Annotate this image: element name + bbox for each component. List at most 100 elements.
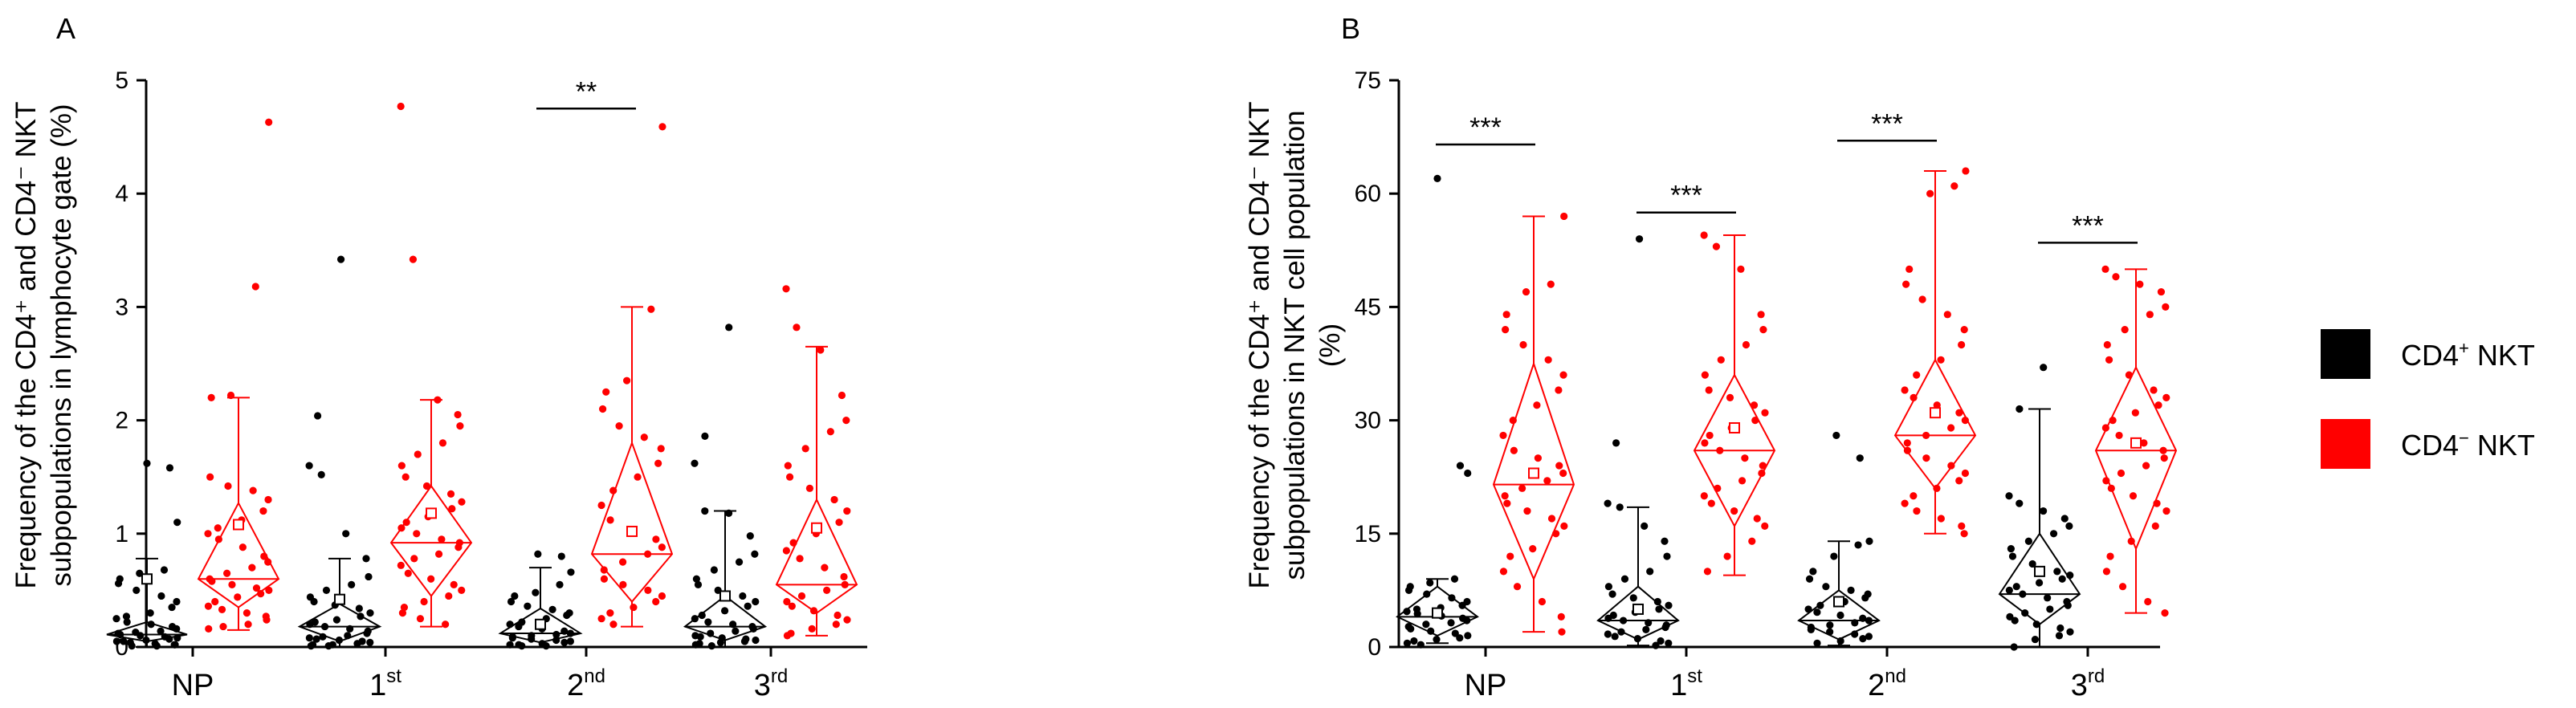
diamond-box (683, 595, 768, 641)
data-point (366, 609, 374, 617)
mean-marker (1528, 467, 1539, 479)
data-point (2162, 507, 2170, 515)
data-point (2005, 492, 2013, 500)
data-point (2028, 559, 2036, 568)
data-point (265, 118, 273, 126)
y-tick-label: 4 (115, 181, 128, 207)
data-point (1447, 619, 1455, 627)
data-point (416, 615, 425, 623)
data-point (752, 597, 760, 606)
data-point (1701, 439, 1709, 447)
data-point (1555, 462, 1563, 470)
data-point (566, 629, 575, 637)
data-point (1926, 189, 1934, 197)
data-point (2010, 643, 2018, 651)
data-point (788, 602, 796, 610)
significance-label: *** (1670, 181, 1702, 211)
data-point (821, 564, 829, 572)
data-point (2146, 311, 2154, 319)
data-point (704, 618, 712, 626)
data-point (2157, 287, 2166, 296)
significance-label: ** (576, 76, 597, 107)
data-point (2032, 621, 2040, 629)
data-point (2117, 469, 2126, 478)
data-point (784, 462, 792, 470)
data-point (1832, 431, 1840, 440)
data-point (609, 486, 618, 494)
data-point (2044, 594, 2052, 602)
data-point (1451, 629, 1459, 637)
data-point (826, 428, 834, 436)
data-point (609, 621, 618, 629)
y-tick-label: 3 (115, 294, 128, 320)
data-point (1700, 231, 1708, 239)
data-point (207, 393, 215, 401)
data-point (1538, 597, 1547, 606)
data-point (2118, 583, 2127, 591)
diamond-box (1693, 372, 1776, 528)
data-point (657, 445, 665, 453)
data-point (1519, 340, 1527, 349)
data-point (1759, 462, 1767, 470)
data-point (2046, 605, 2054, 613)
data-point (1950, 182, 1958, 190)
data-point (1552, 530, 1560, 538)
mean-marker (1833, 596, 1844, 608)
data-point (1856, 454, 1864, 462)
data-point (528, 635, 536, 643)
diamond-box (775, 498, 858, 614)
data-point (2101, 265, 2109, 273)
data-point (623, 376, 631, 385)
data-point (1604, 583, 1613, 591)
data-point (744, 602, 752, 610)
data-point (2066, 571, 2074, 580)
data-point (1407, 625, 1415, 633)
data-point (600, 575, 609, 583)
data-point (413, 530, 421, 538)
data-point (454, 543, 463, 551)
data-point (223, 569, 231, 577)
data-point (442, 621, 450, 629)
data-point (458, 498, 466, 506)
data-point (2106, 552, 2114, 560)
data-point (1918, 295, 1926, 303)
data-point (1612, 439, 1620, 447)
data-point (563, 611, 571, 620)
data-point (414, 450, 422, 458)
data-point (2162, 303, 2170, 311)
data-point (122, 612, 131, 621)
data-point (542, 641, 550, 650)
data-point (2049, 530, 2058, 538)
data-point (1804, 605, 1812, 613)
data-point (306, 621, 314, 629)
data-point (2024, 537, 2032, 545)
data-point (1620, 575, 1629, 583)
data-point (566, 637, 574, 645)
data-point (515, 622, 523, 631)
data-point (2031, 635, 2040, 644)
data-point (2107, 484, 2115, 492)
data-point (1646, 568, 1654, 576)
data-point (128, 641, 136, 650)
data-point (2019, 590, 2027, 598)
data-point (1861, 594, 1869, 602)
data-point (1757, 311, 1765, 319)
data-point (173, 597, 181, 606)
data-point (208, 577, 216, 585)
data-point (1750, 401, 1759, 409)
mean-marker (719, 590, 731, 602)
data-point (1933, 401, 1941, 409)
data-point (458, 586, 466, 595)
data-point (835, 519, 843, 527)
data-point (691, 615, 699, 623)
data-point (2159, 446, 2167, 454)
data-point (116, 630, 124, 639)
data-point (838, 391, 846, 400)
data-point (1499, 568, 1508, 576)
data-point (319, 633, 327, 641)
data-point (1403, 639, 1412, 647)
data-point (2012, 583, 2020, 591)
data-point (640, 433, 648, 441)
data-point (2112, 273, 2120, 281)
data-point (265, 586, 273, 595)
